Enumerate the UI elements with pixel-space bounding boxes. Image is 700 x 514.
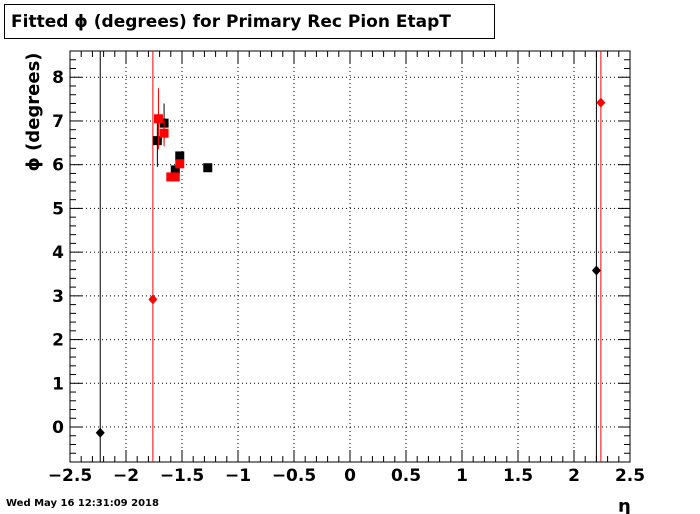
data-point-square (152, 136, 162, 146)
x-tick-label: 0 (344, 466, 356, 486)
x-tick-label: 1.5 (503, 466, 533, 486)
x-tick-label: 2.5 (615, 466, 645, 486)
data-point-diamond (95, 427, 105, 438)
y-tick-label: 8 (52, 68, 64, 88)
data-series-group (148, 51, 606, 462)
y-tick-label: 6 (52, 156, 64, 176)
x-tick-label: −2.5 (48, 466, 92, 486)
x-tick-label: −1.5 (160, 466, 204, 486)
y-tick-label: 0 (52, 418, 64, 438)
data-point-square (170, 172, 180, 182)
y-axis-label: ϕ (degrees) (23, 52, 44, 171)
x-tick-label: 1 (456, 466, 468, 486)
y-tick-label: 3 (52, 287, 64, 307)
data-point-diamond (596, 97, 606, 108)
data-series (95, 51, 606, 462)
plot-frame (69, 50, 631, 463)
data-point-square (159, 128, 169, 138)
y-tick-label: 2 (52, 331, 64, 351)
axes: −2.5 −2 −1.5 −1 −0.5 0 0.5 1 1.5 2 2.5 0 1 2 3 4 5 6 7 8 (48, 50, 645, 486)
y-tick-label: 7 (52, 112, 64, 132)
data-series-group (153, 88, 185, 182)
data-point-square (153, 114, 163, 124)
data-point-square (170, 165, 180, 175)
y-tick-label: 4 (52, 243, 64, 263)
x-tick-label: 0.5 (391, 466, 421, 486)
chart-title: Fitted ϕ (degrees) for Primary Rec Pion … (11, 12, 451, 32)
x-axis-label: η (618, 496, 631, 514)
data-point-diamond (148, 294, 158, 305)
x-tick-label: −2 (113, 466, 139, 486)
data-series-group (95, 51, 601, 462)
y-tick-label: 5 (52, 199, 64, 219)
data-point-diamond (591, 265, 601, 276)
y-tick-label: 1 (52, 374, 64, 394)
chart-title-box: Fitted ϕ (degrees) for Primary Rec Pion … (4, 4, 495, 39)
x-tick-label: −0.5 (272, 466, 316, 486)
grid (70, 51, 630, 462)
x-tick-label: −1 (225, 466, 251, 486)
data-point-square (175, 151, 185, 161)
x-tick-label: 2 (568, 466, 580, 486)
data-point-square (175, 159, 185, 169)
data-point-square (203, 163, 213, 173)
timestamp: Wed May 16 12:31:09 2018 (6, 498, 159, 509)
